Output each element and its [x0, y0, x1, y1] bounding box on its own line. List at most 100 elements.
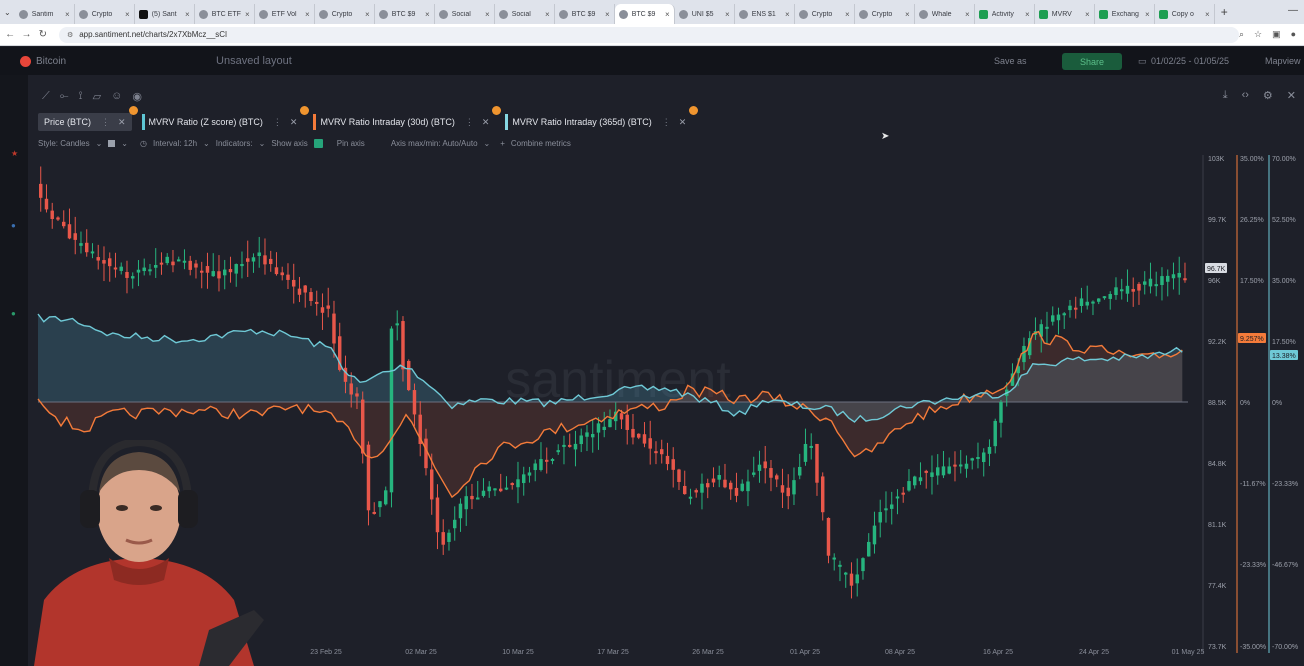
- emoji-icon[interactable]: ☺: [111, 90, 123, 102]
- embed-code-icon[interactable]: ‹›: [1241, 89, 1249, 101]
- profile-icon[interactable]: ●: [1290, 29, 1297, 39]
- browser-tab[interactable]: Activity ×: [975, 4, 1035, 24]
- tab-close-icon[interactable]: ×: [665, 9, 670, 19]
- chevron-down-icon[interactable]: ⌄: [95, 139, 103, 148]
- candle-body: [780, 485, 785, 493]
- santiment-favicon-icon: [438, 9, 448, 19]
- browser-tab[interactable]: BTC $9 ×: [614, 4, 675, 24]
- metric-color-bar: [313, 114, 317, 130]
- tab-search-icon[interactable]: ⌄: [4, 7, 11, 17]
- bookmark-star-icon[interactable]: ☆: [1253, 29, 1263, 39]
- new-tab-button[interactable]: +: [1220, 5, 1228, 19]
- browser-tab[interactable]: ENS $1 ×: [735, 4, 795, 24]
- interval-selector[interactable]: Interval: 12h: [152, 139, 198, 148]
- pin-axis-toggle[interactable]: Pin axis: [336, 139, 365, 148]
- indicators-selector[interactable]: Indicators:: [215, 139, 253, 148]
- axis-maxmin-selector[interactable]: Axis max/min: Auto/Auto: [390, 139, 478, 148]
- browser-tab[interactable]: Crypto ×: [855, 4, 915, 24]
- show-axis-checkbox[interactable]: [313, 139, 323, 148]
- tab-close-icon[interactable]: ×: [185, 9, 190, 19]
- browser-tab[interactable]: BTC ETF ×: [195, 4, 255, 24]
- metric-menu-icon[interactable]: ⋮: [464, 116, 474, 127]
- draw-line-icon[interactable]: ⟋: [42, 90, 50, 102]
- save-as-button[interactable]: Save as: [994, 56, 1027, 66]
- tab-close-icon[interactable]: ×: [905, 9, 910, 19]
- browser-tab[interactable]: Crypto ×: [315, 4, 375, 24]
- tab-close-icon[interactable]: ×: [485, 9, 490, 19]
- browser-tab[interactable]: ETF Vol ×: [255, 4, 315, 24]
- tab-close-icon[interactable]: ×: [725, 9, 730, 19]
- metric-chip[interactable]: MVRV Ratio Intraday (30d) (BTC) ⋮ ✕: [307, 106, 502, 131]
- browser-tab[interactable]: Whale ×: [915, 4, 975, 24]
- metric-chip[interactable]: Price (BTC) ⋮ ✕: [38, 106, 138, 131]
- chevron-down-icon[interactable]: ⌄: [203, 139, 210, 148]
- browser-tab[interactable]: Exchang ×: [1095, 4, 1155, 24]
- style-selector[interactable]: Style: Candles: [38, 139, 90, 148]
- browser-tab[interactable]: Copy o ×: [1155, 4, 1215, 24]
- browser-tab[interactable]: Social ×: [495, 4, 555, 24]
- settings-gear-icon[interactable]: ⚙: [1262, 90, 1273, 102]
- tab-close-icon[interactable]: ×: [305, 9, 310, 19]
- browser-tab[interactable]: Santim ×: [15, 4, 75, 24]
- tab-close-icon[interactable]: ×: [1085, 9, 1090, 19]
- tab-close-icon[interactable]: ×: [785, 9, 790, 19]
- eye-icon[interactable]: ◉: [132, 91, 142, 103]
- metric-menu-icon[interactable]: ⋮: [101, 116, 110, 127]
- tab-close-icon[interactable]: ×: [425, 9, 430, 19]
- horizontal-line-icon[interactable]: ⟜: [59, 90, 69, 102]
- browser-tab[interactable]: Social ×: [435, 4, 495, 24]
- chevron-down-icon[interactable]: ⌄: [483, 139, 491, 148]
- calendar-icon[interactable]: ▭: [1138, 56, 1147, 66]
- browser-tab[interactable]: (5) Sant ×: [135, 4, 195, 24]
- share-button[interactable]: Share: [1062, 53, 1122, 70]
- plus-icon[interactable]: +: [500, 139, 505, 148]
- reload-icon[interactable]: ↻: [38, 29, 47, 40]
- chart-canvas[interactable]: santiment 103K 99.7K 96K 92.2K 88.5K 84.8K 81.1…: [28, 75, 1304, 666]
- metric-remove-icon[interactable]: ✕: [678, 116, 687, 127]
- star-icon[interactable]: ★: [11, 149, 19, 158]
- tab-close-icon[interactable]: ×: [245, 9, 250, 19]
- window-controls[interactable]: —: [1288, 5, 1298, 16]
- tab-close-icon[interactable]: ×: [845, 9, 850, 19]
- forward-icon[interactable]: →: [21, 29, 32, 40]
- browser-tab[interactable]: Crypto ×: [795, 4, 855, 24]
- browser-tab[interactable]: BTC $9 ×: [375, 4, 435, 24]
- date-range-picker[interactable]: 01/02/25 - 01/05/25: [1151, 56, 1230, 66]
- chevron-down-icon[interactable]: ⌄: [121, 139, 128, 148]
- metric-menu-icon[interactable]: ⋮: [272, 116, 282, 127]
- tab-close-icon[interactable]: ×: [1025, 9, 1030, 19]
- tab-close-icon[interactable]: ×: [1145, 9, 1150, 19]
- zoom-icon[interactable]: ⌕: [1238, 29, 1244, 39]
- browser-tab[interactable]: MVRV ×: [1035, 4, 1095, 24]
- url-field[interactable]: ⚙ app.santiment.net/charts/2x7XbMcz__sCl: [58, 26, 1239, 43]
- site-info-icon[interactable]: ⚙: [66, 31, 74, 39]
- tab-close-icon[interactable]: ×: [545, 9, 550, 19]
- download-icon[interactable]: ⤓: [1222, 89, 1228, 101]
- metric-chip[interactable]: MVRV Ratio (Z score) (BTC) ⋮ ✕: [136, 106, 310, 131]
- metric-menu-icon[interactable]: ⋮: [661, 116, 671, 127]
- close-icon[interactable]: ✕: [1286, 90, 1296, 102]
- tab-close-icon[interactable]: ×: [605, 9, 610, 19]
- browser-tab[interactable]: BTC $9 ×: [555, 4, 615, 24]
- vertical-line-icon[interactable]: ⟟: [78, 90, 83, 102]
- layout-title[interactable]: Unsaved layout: [216, 55, 292, 67]
- mapview-button[interactable]: Mapview: [1265, 56, 1301, 66]
- metric-chip[interactable]: MVRV Ratio Intraday (365d) (BTC) ⋮ ✕: [499, 106, 699, 131]
- browser-tab[interactable]: Crypto ×: [75, 4, 135, 24]
- tab-close-icon[interactable]: ×: [965, 9, 970, 19]
- tab-close-icon[interactable]: ×: [1205, 9, 1210, 19]
- browser-tab[interactable]: UNI $5 ×: [675, 4, 735, 24]
- metric-remove-icon[interactable]: ✕: [481, 116, 490, 127]
- tab-close-icon[interactable]: ×: [65, 9, 70, 19]
- note-icon[interactable]: ▱: [92, 91, 102, 103]
- candle-body: [683, 485, 687, 495]
- metric-remove-icon[interactable]: ✕: [118, 116, 126, 127]
- back-icon[interactable]: ←: [5, 29, 16, 40]
- tab-close-icon[interactable]: ×: [125, 9, 130, 19]
- combine-metrics-button[interactable]: Combine metrics: [510, 139, 571, 148]
- tab-close-icon[interactable]: ×: [365, 9, 370, 19]
- chevron-down-icon[interactable]: ⌄: [258, 139, 266, 148]
- extensions-icon[interactable]: ▣: [1272, 29, 1281, 39]
- color-swatch-icon[interactable]: [108, 140, 116, 147]
- metric-remove-icon[interactable]: ✕: [289, 116, 298, 127]
